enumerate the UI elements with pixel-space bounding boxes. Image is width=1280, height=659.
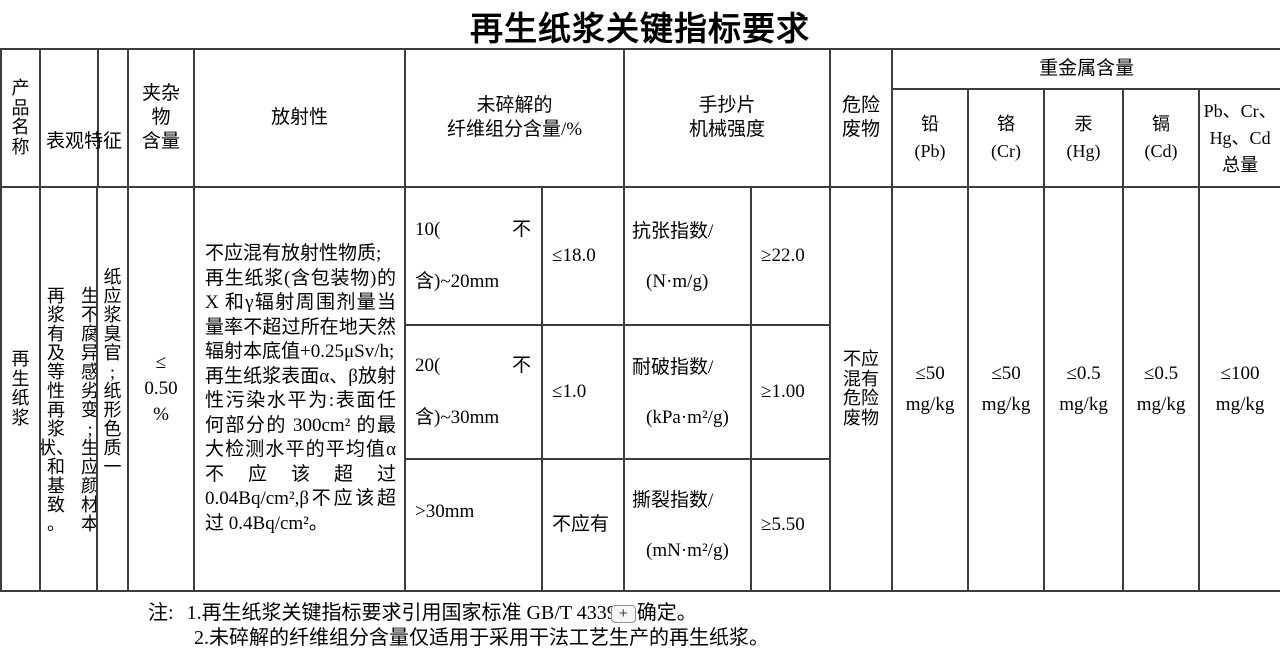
appearance-subcolumn-divider (97, 51, 99, 185)
fiber-range-3-part-a: >30mm (415, 501, 475, 522)
note-1-post-text: 确定。 (636, 602, 697, 624)
cell-cadmium-limit: ≤0.5 mg/kg (1122, 186, 1201, 592)
cell-product-name: 再 生 纸 浆 (0, 186, 41, 592)
strength-index-unit-1: (N·m/g) (646, 270, 709, 292)
header-product-name: 产 品 名 称 (0, 48, 41, 188)
note-line-2: 2.未碎解的纤维组分含量仅适用于采用干法工艺生产的再生纸浆。 (194, 626, 769, 649)
strength-index-unit-2: (kPa·m²/g) (646, 406, 729, 428)
header-hazardous-waste: 危险 废物 (829, 48, 894, 188)
header-mercury: 汞 (Hg) (1043, 88, 1125, 188)
cell-mercury-limit: ≤0.5 mg/kg (1043, 186, 1125, 592)
expand-plus-button[interactable]: + (610, 605, 636, 623)
header-cadmium: 镉 (Cd) (1122, 88, 1201, 188)
strength-index-unit-3: (mN·m²/g) (646, 539, 729, 561)
cell-fiber-range-1: 10( 不 含)~20mm (404, 186, 544, 326)
cell-appearance-inner: 纸 应 浆 臭 官 ; 纸 形 色 质 一 (95, 186, 130, 592)
header-lead: 铅 (Pb) (891, 88, 970, 188)
strength-index-name-1: 抗张指数/ (632, 220, 714, 242)
table-notes: 注: 1.再生纸浆关键指标要求引用国家标准 GB/T 4339 + 确定。 2.未碎… (148, 601, 769, 650)
appearance-vertical-column-1: 生 不 腐 异 感 劣 变 ; 生 应 颜 材 本 (81, 287, 95, 534)
header-fiber-content: 未碎解的 纤维组分含量/% (404, 48, 626, 188)
cell-fiber-limit-1: ≤18.0 (541, 186, 626, 326)
header-chromium: 铬 (Cr) (967, 88, 1046, 188)
header-radioactivity: 放射性 (193, 48, 407, 188)
spec-table: 产 品 名 称 表观特征 夹杂 物 含量 放射性 未碎解的 纤维组分含量/% 手… (0, 48, 1280, 592)
cell-strength-limit-1: ≥22.0 (750, 186, 832, 326)
header-appearance: 表观特征 (38, 48, 130, 188)
fiber-range-1-part-b: 不 (512, 219, 532, 240)
cell-metals-total-limit: ≤100 mg/kg (1198, 186, 1280, 592)
cell-fiber-limit-2: ≤1.0 (541, 324, 626, 460)
fiber-range-1-part-a: 10( (415, 219, 441, 240)
header-heavy-metals: 重金属含量 (891, 48, 1280, 90)
strength-index-name-2: 耐破指数/ (632, 356, 714, 378)
cell-strength-limit-3: ≥5.50 (750, 458, 832, 592)
cell-strength-limit-2: ≥1.00 (750, 324, 832, 460)
strength-index-name-3: 撕裂指数/ (632, 489, 714, 511)
cell-chromium-limit: ≤50 mg/kg (967, 186, 1046, 592)
cell-fiber-range-3: >30mm (404, 458, 544, 592)
header-impurity: 夹杂 物 含量 (127, 48, 196, 188)
cell-hazardous-waste: 不应 混有 危险 废物 (829, 186, 894, 592)
cell-fiber-range-2: 20( 不 含)~30mm (404, 324, 544, 460)
cell-impurity-limit: ≤ 0.50 % (127, 186, 196, 592)
cell-radioactivity-requirements: 不应混有放射性物质; 再生纸浆(含包装物)的 X 和γ辐射周围剂量当量率不超过所… (193, 186, 407, 592)
cell-strength-name-1: 抗张指数/ (N·m/g) (623, 186, 753, 326)
cell-appearance-outer: 生 不 腐 异 感 劣 变 ; 生 应 颜 材 本 再 浆 有 及 等 性 再 … (39, 186, 98, 592)
fiber-range-2-part-c: 含)~30mm (415, 407, 500, 428)
cell-fiber-limit-3: 不应有 (541, 458, 626, 592)
cell-strength-name-3: 撕裂指数/ (mN·m²/g) (623, 458, 753, 592)
note-1-pre-text: 1.再生纸浆关键指标要求引用国家标准 GB/T 4339 (186, 602, 617, 624)
note-line-1: 注: 1.再生纸浆关键指标要求引用国家标准 GB/T 4339 + 确定。 (148, 601, 769, 626)
page-title: 再生纸浆关键指标要求 (470, 12, 810, 48)
fiber-range-1-part-c: 含)~20mm (415, 271, 500, 292)
cell-lead-limit: ≤50 mg/kg (891, 186, 970, 592)
note-1-text: 1.再生纸浆关键指标要求引用国家标准 GB/T 4339 + 确定。 (187, 601, 697, 626)
cell-strength-name-2: 耐破指数/ (kPa·m²/g) (623, 324, 753, 460)
header-metals-total: Pb、Cr、 Hg、Cd 总量 (1198, 88, 1280, 188)
note-label: 注: (148, 602, 174, 624)
fiber-range-2-part-a: 20( (415, 355, 441, 376)
header-appearance-label: 表观特征 (46, 131, 123, 152)
appearance-vertical-column-2: 再 浆 有 及 等 性 再 浆 状、 和 基 致 。 (40, 286, 74, 534)
fiber-range-2-part-b: 不 (512, 355, 532, 376)
header-handsheet-strength: 手抄片 机械强度 (623, 48, 832, 188)
